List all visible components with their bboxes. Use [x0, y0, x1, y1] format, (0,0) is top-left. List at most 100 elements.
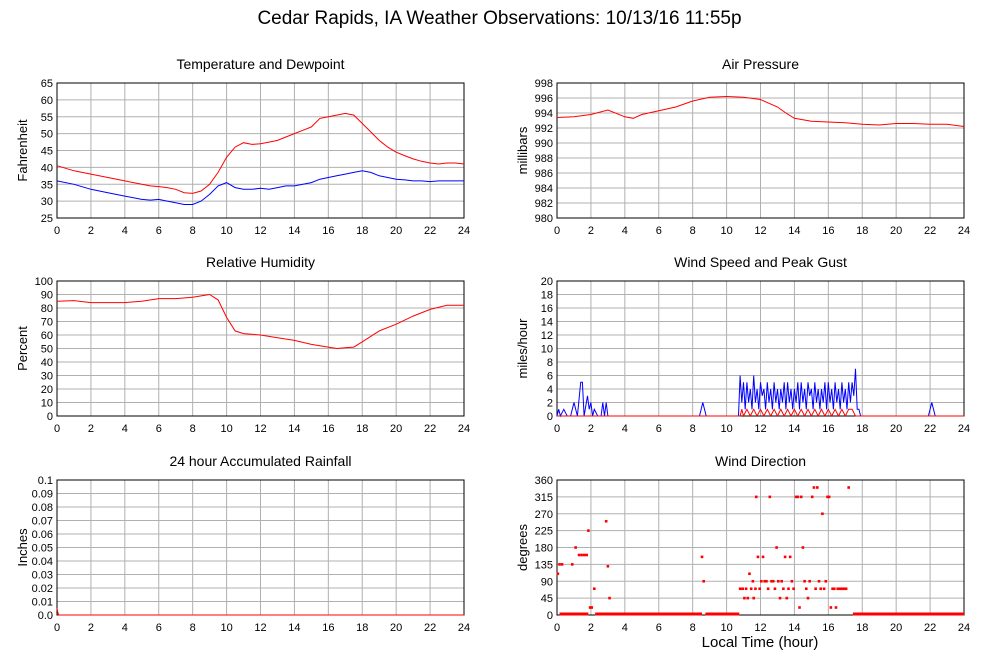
wind-xtick-label: 4 — [622, 423, 628, 435]
wind-ylabel: miles/hour — [515, 318, 530, 379]
direction-point — [761, 555, 765, 559]
direction-point — [770, 579, 773, 583]
direction-point — [738, 587, 742, 591]
wind-xtick-label: 6 — [656, 423, 662, 435]
temp-ytick-label: 45 — [41, 146, 53, 158]
direction-point — [826, 495, 829, 499]
humidity-frame — [56, 280, 465, 417]
temp-ytick-label: 30 — [41, 196, 53, 208]
direction-point — [780, 579, 783, 583]
wind-xtick-label: 10 — [720, 423, 732, 435]
direction-point — [756, 555, 760, 559]
direction-point — [746, 596, 750, 600]
humidity-xtick-label: 20 — [390, 423, 402, 435]
pressure-xtick-label: 16 — [822, 225, 834, 237]
direction-point — [560, 563, 564, 566]
direction-xtick-label: 0 — [554, 622, 560, 634]
direction-point — [748, 572, 751, 576]
pressure-frame — [556, 82, 965, 219]
temp-xtick-label: 22 — [424, 225, 436, 237]
rain-xtick-label: 2 — [88, 622, 94, 634]
pressure-xtick-label: 18 — [856, 225, 868, 237]
wind-ytick-label: 14 — [541, 317, 553, 329]
direction-xtick-label: 10 — [720, 622, 732, 634]
humidity-series-line — [56, 293, 464, 350]
direction-point — [765, 579, 768, 583]
pressure-ytick-label: 994 — [535, 108, 553, 120]
temp-xtick-label: 24 — [458, 225, 470, 237]
direction-point — [766, 587, 770, 591]
direction-point — [847, 486, 850, 489]
direction-point — [574, 546, 577, 549]
direction-point — [838, 587, 841, 591]
humidity-ytick-label: 90 — [41, 290, 53, 302]
humidity-ytick-label: 30 — [41, 371, 53, 383]
direction-point — [822, 587, 826, 591]
rain-ytick-label: 0.08 — [32, 502, 53, 514]
direction-point — [810, 495, 814, 499]
temp-xtick-label: 12 — [254, 225, 266, 237]
direction-point — [821, 512, 824, 516]
page-title: Cedar Rapids, IA Weather Observations: 1… — [257, 8, 742, 29]
rain-ytick-label: 0.09 — [32, 489, 53, 501]
direction-point — [604, 519, 608, 523]
direction-point — [834, 606, 838, 609]
direction-point — [570, 563, 574, 566]
direction-point — [577, 553, 581, 557]
direction-point — [804, 587, 808, 591]
direction-point — [775, 546, 778, 549]
pressure-ytick-label: 988 — [535, 153, 553, 165]
direction-point — [788, 555, 792, 559]
direction-point — [832, 587, 836, 591]
direction-point — [782, 587, 785, 591]
pressure-xtick-label: 22 — [924, 225, 936, 237]
direction-point — [836, 587, 839, 591]
rain-xtick-label: 6 — [156, 622, 162, 634]
temp-ylabel: Fahrenheit — [15, 119, 30, 182]
wind-ytick-label: 2 — [547, 398, 553, 410]
temp-xtick-label: 0 — [54, 225, 60, 237]
direction-point — [829, 606, 833, 609]
direction-point — [816, 486, 819, 489]
direction-point — [608, 596, 611, 600]
direction-ytick-label: 90 — [541, 576, 553, 588]
humidity-ytick-label: 0 — [47, 411, 53, 423]
temp-ytick-label: 35 — [41, 179, 53, 191]
direction-xtick-label: 16 — [822, 622, 834, 634]
humidity-xtick-label: 4 — [122, 423, 128, 435]
pressure-ytick-label: 982 — [535, 198, 553, 210]
direction-point — [593, 587, 596, 591]
direction-point — [792, 587, 795, 591]
wind-ytick-label: 6 — [547, 371, 553, 383]
direction-point — [580, 553, 583, 557]
direction-point — [768, 495, 772, 499]
direction-point — [758, 587, 761, 591]
x-axis-label: Local Time (hour) — [701, 634, 819, 651]
direction-point — [754, 587, 757, 591]
humidity-xtick-label: 8 — [190, 423, 196, 435]
humidity-ytick-label: 100 — [35, 276, 53, 288]
pressure-xtick-label: 6 — [656, 225, 662, 237]
rain-xtick-label: 18 — [356, 622, 368, 634]
temp-ytick-label: 55 — [41, 112, 53, 124]
direction-point — [760, 579, 763, 583]
wind-xtick-label: 18 — [856, 423, 868, 435]
pressure-ytick-label: 986 — [535, 168, 553, 180]
direction-xtick-label: 2 — [588, 622, 594, 634]
temp-ytick-label: 60 — [41, 95, 53, 107]
rain-ytick-label: 0.05 — [32, 543, 53, 555]
direction-point — [700, 555, 704, 559]
humidity-ylabel: Percent — [15, 326, 30, 371]
direction-point — [763, 579, 767, 583]
humidity-xtick-label: 24 — [458, 423, 470, 435]
humidity-xtick-label: 16 — [322, 423, 334, 435]
humidity-xtick-label: 2 — [88, 423, 94, 435]
wind-title: Wind Speed and Peak Gust — [674, 254, 847, 270]
direction-point — [814, 587, 817, 591]
direction-point — [588, 606, 592, 609]
direction-ytick-label: 315 — [535, 492, 553, 504]
temp-frame — [56, 82, 465, 219]
